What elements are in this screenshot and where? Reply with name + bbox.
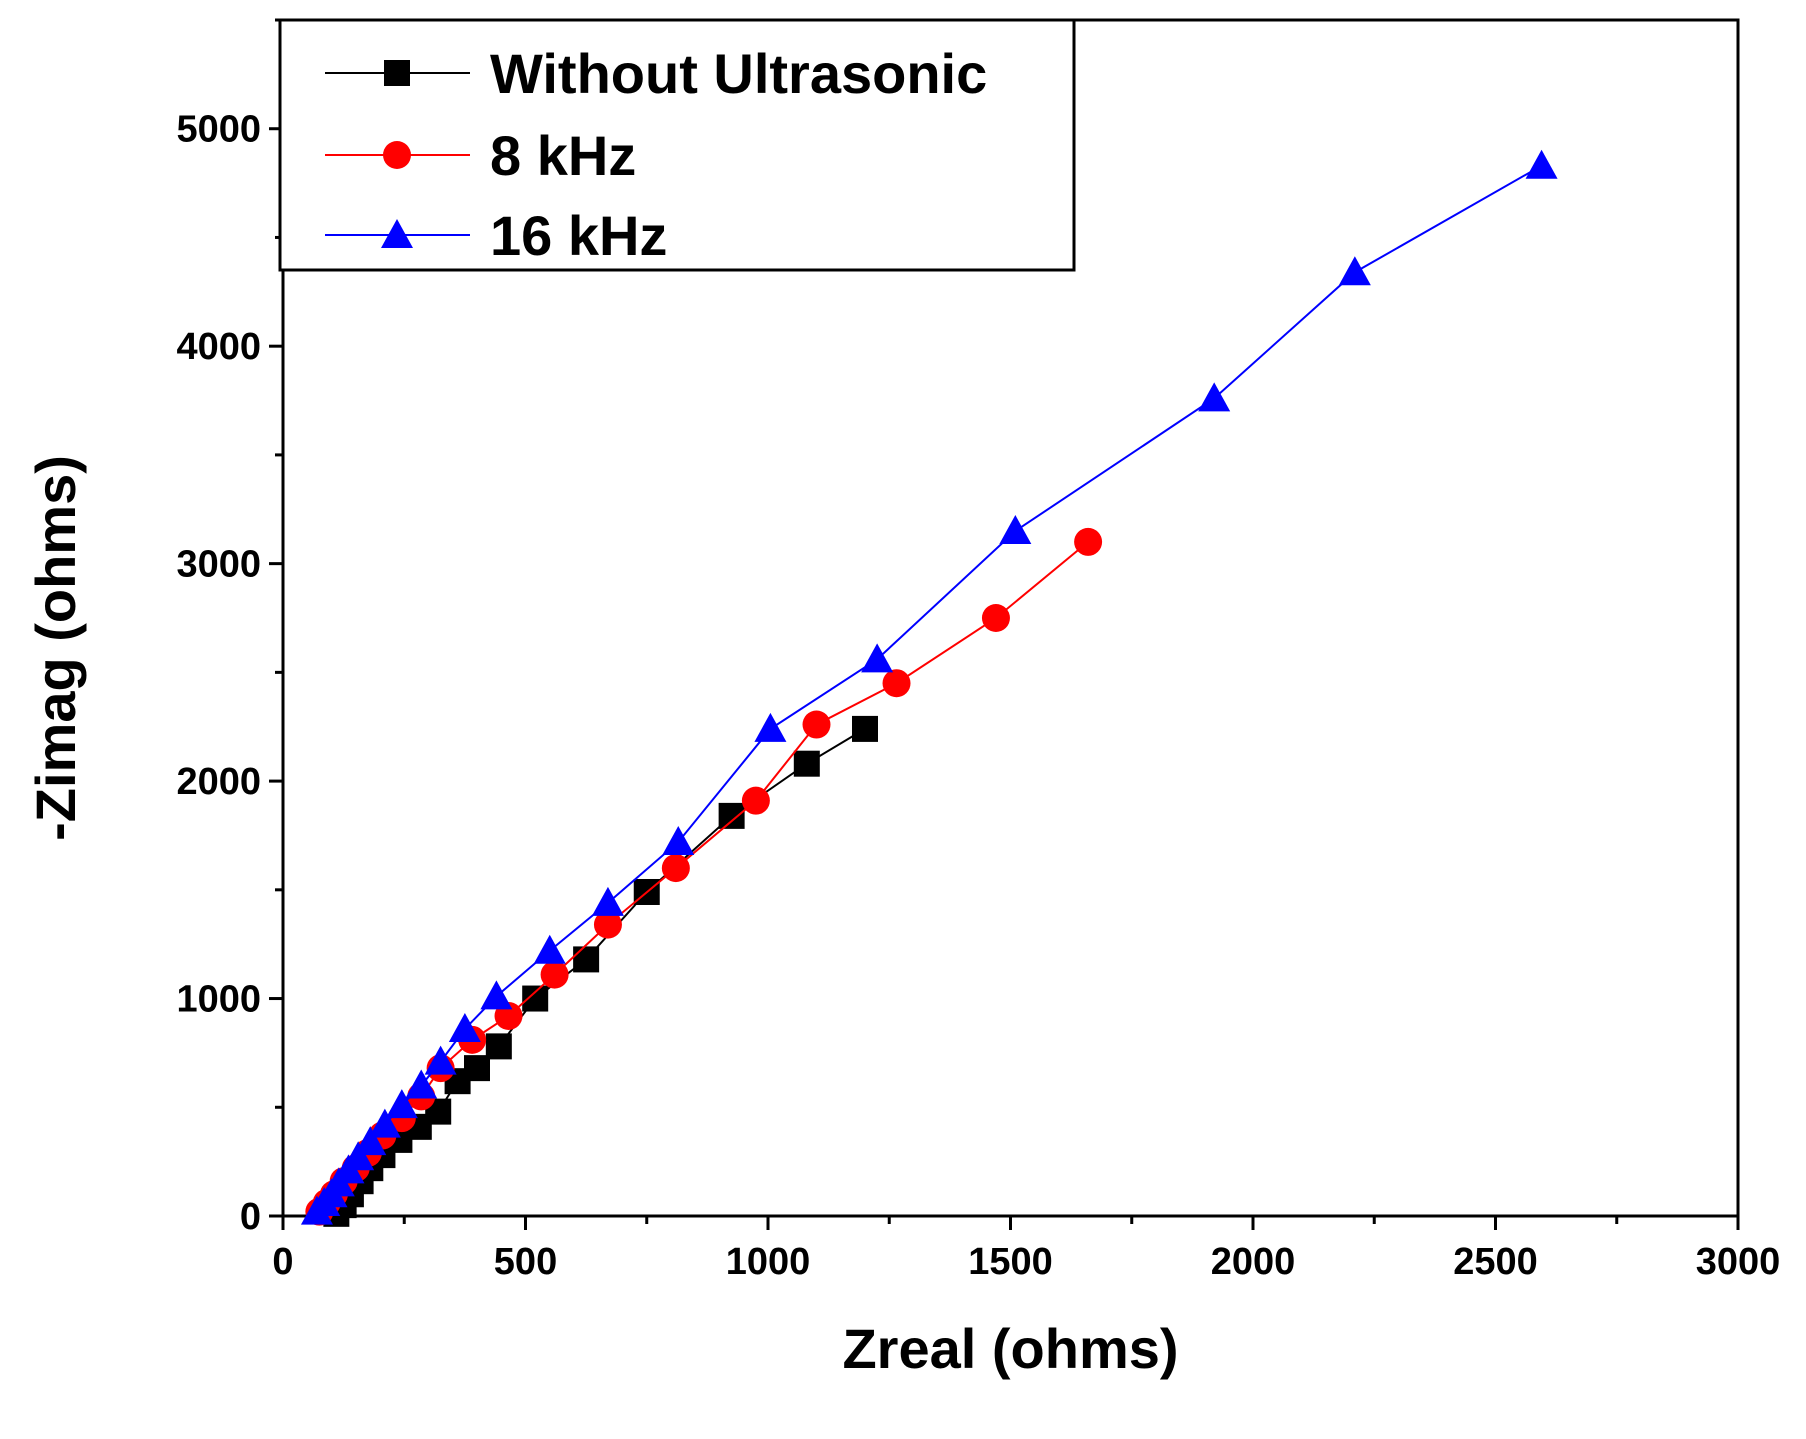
data-point: [754, 712, 787, 742]
data-point: [405, 1069, 438, 1099]
x-tick-label: 1000: [726, 1241, 811, 1283]
legend-label: Without Ultrasonic: [490, 42, 987, 105]
data-point: [999, 515, 1032, 545]
data-point: [533, 934, 566, 964]
data-point: [591, 886, 624, 916]
data-point: [1074, 527, 1103, 556]
x-tick-label: 1500: [968, 1241, 1053, 1283]
data-point: [793, 750, 820, 777]
legend-label: 8 kHz: [490, 124, 636, 187]
data-point: [802, 710, 831, 739]
x-axis-title: Zreal (ohms): [842, 1317, 1178, 1380]
y-tick-label: 4000: [176, 326, 261, 368]
legend-marker: [381, 219, 413, 248]
data-point: [354, 1126, 387, 1156]
x-tick-label: 500: [494, 1241, 557, 1283]
x-tick-label: 2000: [1211, 1241, 1296, 1283]
data-point: [342, 1141, 375, 1171]
data-point: [1198, 382, 1231, 412]
data-point: [480, 980, 513, 1010]
data-point: [852, 715, 878, 742]
data-point: [882, 669, 911, 698]
data-point: [661, 854, 690, 883]
y-tick-label: 5000: [176, 109, 261, 151]
data-point: [662, 825, 695, 855]
series-line: [335, 728, 866, 1215]
x-tick-label: 3000: [1696, 1241, 1781, 1283]
data-point: [981, 604, 1010, 632]
data-point: [741, 786, 770, 815]
x-tick-label: 2500: [1453, 1241, 1538, 1283]
x-tick-label: 0: [272, 1241, 293, 1283]
data-point: [385, 1089, 418, 1119]
series-2: [300, 149, 1558, 1225]
data-point: [485, 1033, 512, 1060]
data-point: [368, 1108, 401, 1138]
data-point: [1338, 256, 1371, 286]
legend-box: [278, 18, 1076, 272]
legend-label: 16 kHz: [490, 204, 667, 267]
y-tick-label: 1000: [176, 979, 261, 1021]
data-point: [464, 1055, 490, 1082]
legend-marker: [384, 60, 410, 86]
axes-layer: 0 500 1000 1500 2000 2500 3000 0 1000 2000 3000 400…: [24, 18, 1781, 1380]
data-point: [593, 910, 622, 939]
data-point: [573, 946, 600, 973]
series-layer: [300, 149, 1558, 1227]
data-point: [1525, 149, 1558, 179]
y-tick-label: 2000: [176, 761, 261, 803]
legend: Without Ultrasonic 8 kHz 16 kHz: [278, 18, 1076, 272]
data-point: [448, 1012, 481, 1042]
y-axis-title: -Zimag (ohms): [24, 455, 87, 841]
y-tick-label: 3000: [176, 544, 261, 586]
data-point: [718, 802, 745, 829]
data-point: [540, 960, 569, 989]
data-point: [424, 1045, 457, 1075]
data-point: [861, 643, 894, 673]
legend-marker: [383, 141, 411, 169]
y-tick-label: 0: [240, 1196, 261, 1238]
series-0: [323, 715, 878, 1227]
data-point: [522, 985, 549, 1012]
